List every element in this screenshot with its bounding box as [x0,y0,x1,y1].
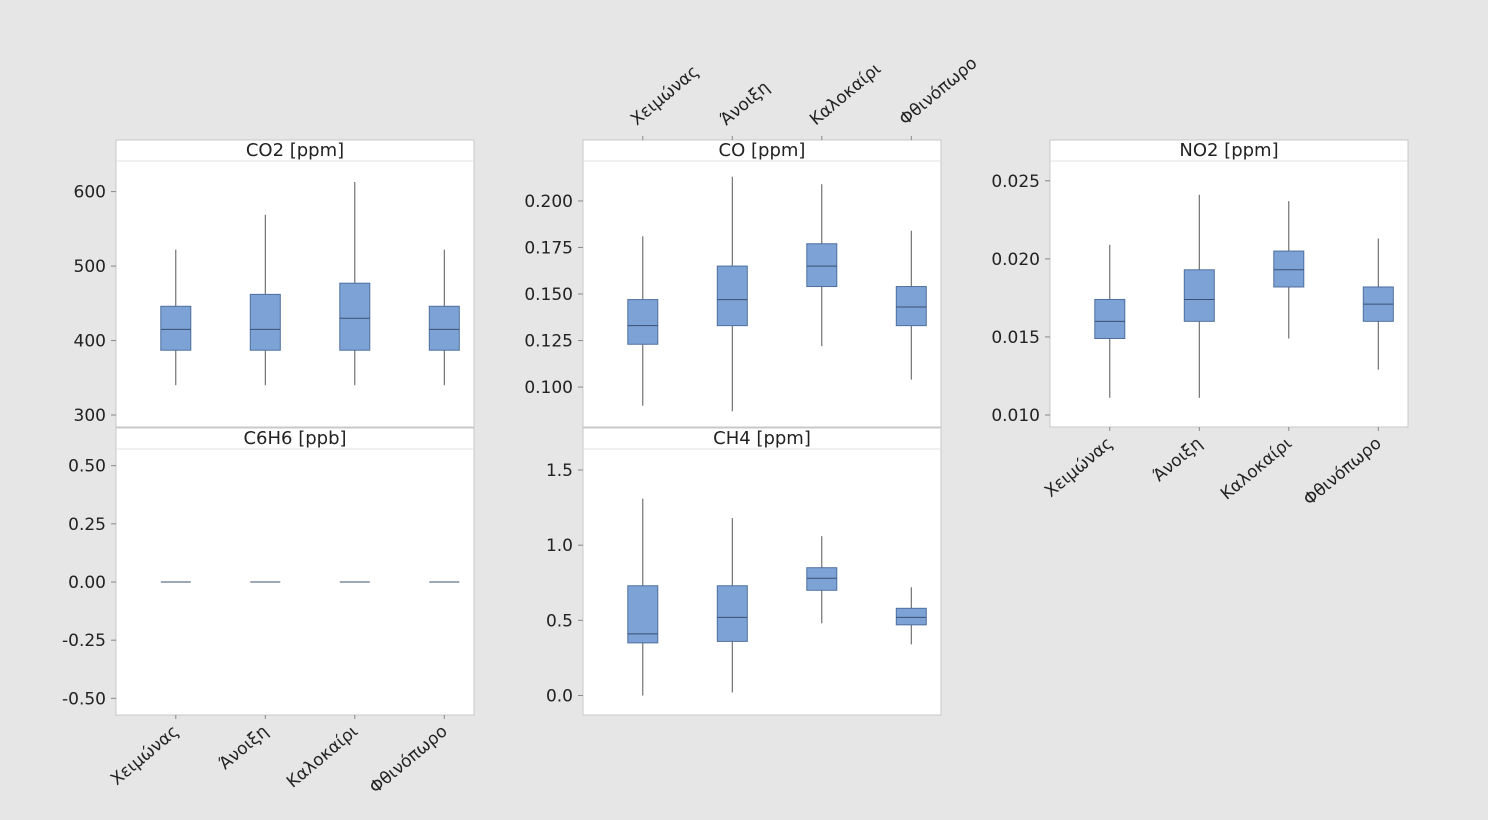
x-tick-label: Φθινόπωρο [366,722,452,798]
y-tick-label: 0.125 [524,332,573,352]
box-iqr [627,585,659,644]
box-iqr [895,286,927,327]
x-tick-label: Καλοκαίρι [283,721,362,792]
panel-background [1049,139,1409,428]
panel-background [582,139,942,428]
panel-title: C6H6 [ppb] [243,428,346,449]
box-iqr [1094,298,1126,339]
x-tick-label: Χειμώνας [107,722,183,790]
y-tick-label: -0.25 [62,631,106,651]
y-tick-label: 600 [74,183,106,203]
x-tick-label: Φθινόπωρο [1300,434,1386,510]
y-tick-label: 0.200 [524,192,573,212]
y-tick-label: 0.100 [524,378,573,398]
box-iqr [428,305,460,351]
panel-title: NO2 [ppm] [1179,140,1278,161]
x-tick-label: Καλοκαίρι [806,59,885,130]
box-iqr [806,567,838,591]
x-tick-label: Φθινόπωρο [896,53,982,129]
y-tick-label: 0.015 [991,328,1040,348]
y-tick-label: 0.00 [68,573,106,593]
y-tick-label: 400 [74,332,106,352]
y-tick-label: 0.010 [991,406,1040,426]
y-tick-label: 300 [74,406,106,426]
box-iqr [627,299,659,345]
box-iqr [160,305,192,351]
y-tick-label: 0.175 [524,238,573,258]
box-iqr [716,265,748,327]
x-tick-label: Άνοιξη [1149,434,1206,486]
y-tick-label: 500 [74,257,106,277]
box-iqr [339,282,371,351]
y-tick-label: 0.0 [546,686,573,706]
y-tick-label: 0.025 [991,172,1040,192]
y-tick-label: 1.5 [546,461,573,481]
panel-title: CO2 [ppm] [246,140,344,161]
x-tick-label: Καλοκαίρι [1217,433,1296,504]
y-tick-label: 0.50 [68,457,106,477]
box-iqr [1273,250,1305,288]
y-tick-label: 0.020 [991,250,1040,270]
box-iqr [806,243,838,288]
y-tick-label: 0.5 [546,611,573,631]
panel-background [115,139,475,428]
box-iqr [716,585,748,642]
x-tick-label: Άνοιξη [215,722,272,774]
box-iqr [1183,269,1215,322]
x-tick-label: Άνοιξη [717,77,774,129]
panel-title: CO [ppm] [719,140,806,161]
y-tick-label: 0.25 [68,515,106,535]
panel-background [115,427,475,716]
panel-title: CH4 [ppm] [713,428,811,449]
x-tick-label: Χειμώνας [627,62,703,130]
y-tick-label: 0.150 [524,285,573,305]
box-iqr [249,293,281,351]
x-tick-label: Χειμώνας [1041,434,1117,502]
box-iqr [895,607,927,626]
panel-background [582,427,942,716]
y-tick-label: 1.0 [546,536,573,556]
y-tick-label: -0.50 [62,689,106,709]
